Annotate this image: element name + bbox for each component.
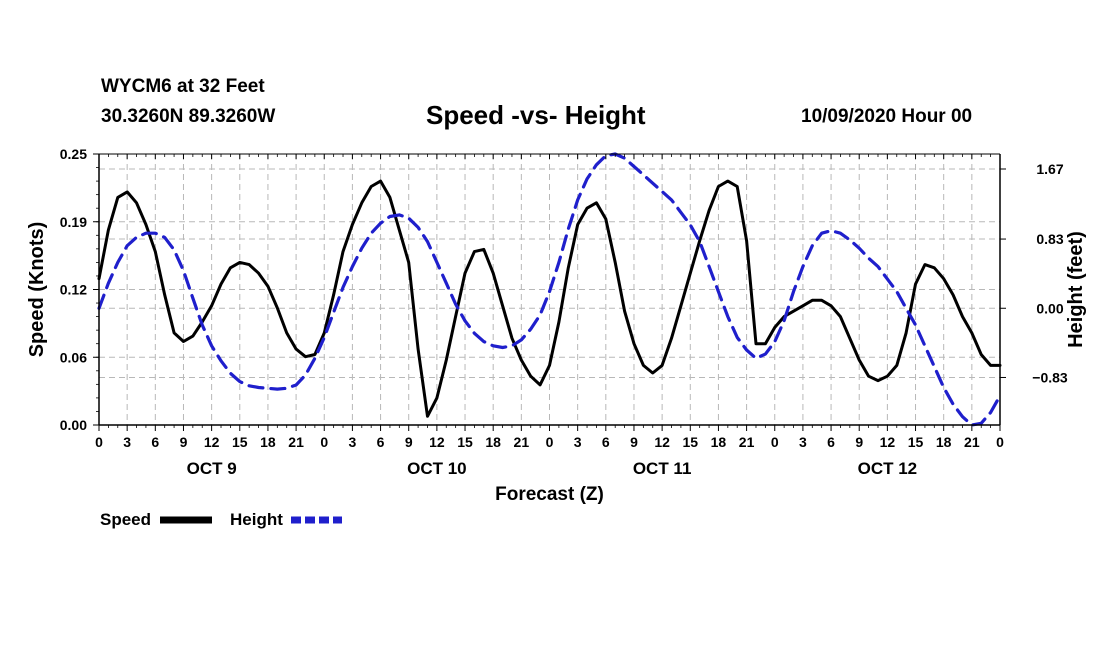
x-tick-label: 6 [827, 434, 835, 450]
x-tick-label: 18 [260, 434, 276, 450]
x-tick-label: 3 [123, 434, 131, 450]
y-tick-label-right: 0.00 [1036, 300, 1063, 316]
x-tick-label: 15 [232, 434, 248, 450]
x-tick-label: 21 [288, 434, 304, 450]
x-tick-label: 21 [739, 434, 755, 450]
x-tick-label: 12 [204, 434, 220, 450]
x-tick-label: 21 [514, 434, 530, 450]
x-tick-label: 9 [405, 434, 413, 450]
x-tick-label: 0 [771, 434, 779, 450]
chart-labels: 0 3 6 9 12 15 18 21 0 3 6 9 12 15 18 21 0 3 6 9 12 15 18 21 0 3 6 9… [26, 146, 1087, 505]
y-tick-label-right: 0.83 [1036, 231, 1063, 247]
x-tick-label: 12 [429, 434, 445, 450]
legend-label-height: Height [230, 510, 283, 529]
day-label: OCT 10 [407, 459, 467, 478]
series-layer [97, 152, 1002, 427]
series-line-height [97, 152, 1002, 427]
x-tick-label: 6 [151, 434, 159, 450]
station-coordinates: 30.3260N 89.3260W [101, 106, 276, 127]
x-tick-label: 0 [996, 434, 1004, 450]
y-tick-label-right: 1.67 [1036, 161, 1063, 177]
chart-legend: Speed Height [100, 510, 342, 529]
legend-label-speed: Speed [100, 510, 151, 529]
x-tick-label: 9 [855, 434, 863, 450]
y-tick-label-right: −0.83 [1032, 369, 1068, 385]
x-tick-label: 15 [908, 434, 924, 450]
x-tick-label: 18 [485, 434, 501, 450]
x-tick-label: 9 [180, 434, 188, 450]
x-tick-label: 21 [964, 434, 980, 450]
day-label: OCT 11 [633, 459, 692, 478]
station-name: WYCM6 at 32 Feet [101, 76, 265, 97]
x-tick-label: 12 [654, 434, 670, 450]
day-label: OCT 9 [187, 459, 237, 478]
x-tick-label: 3 [799, 434, 807, 450]
x-tick-label: 9 [630, 434, 638, 450]
x-tick-label: 3 [349, 434, 357, 450]
x-tick-label: 6 [377, 434, 385, 450]
x-tick-label: 0 [546, 434, 554, 450]
x-axis-title: Forecast (Z) [495, 484, 604, 505]
x-tick-label: 15 [682, 434, 698, 450]
y-tick-label-left: 0.19 [60, 214, 87, 230]
x-tick-label: 0 [95, 434, 103, 450]
x-tick-label: 0 [320, 434, 328, 450]
y-tick-label-left: 0.25 [60, 146, 87, 162]
y-tick-label-left: 0.06 [60, 349, 87, 365]
chart-title: Speed -vs- Height [426, 100, 646, 130]
x-tick-label: 18 [711, 434, 727, 450]
x-tick-label: 3 [574, 434, 582, 450]
forecast-run-time: 10/09/2020 Hour 00 [801, 106, 973, 127]
day-label: OCT 12 [858, 459, 918, 478]
y-axis-title-right: Height (feet) [1065, 231, 1087, 348]
y-tick-label-left: 0.00 [60, 417, 87, 433]
x-tick-label: 18 [936, 434, 952, 450]
x-tick-label: 12 [880, 434, 896, 450]
y-tick-label-left: 0.12 [60, 282, 87, 298]
y-axis-title-left: Speed (Knots) [26, 222, 48, 358]
x-tick-label: 6 [602, 434, 610, 450]
series-line-speed [97, 179, 1002, 418]
x-tick-label: 15 [457, 434, 473, 450]
chart-grid [99, 154, 1000, 425]
chart-axes [93, 153, 1006, 431]
